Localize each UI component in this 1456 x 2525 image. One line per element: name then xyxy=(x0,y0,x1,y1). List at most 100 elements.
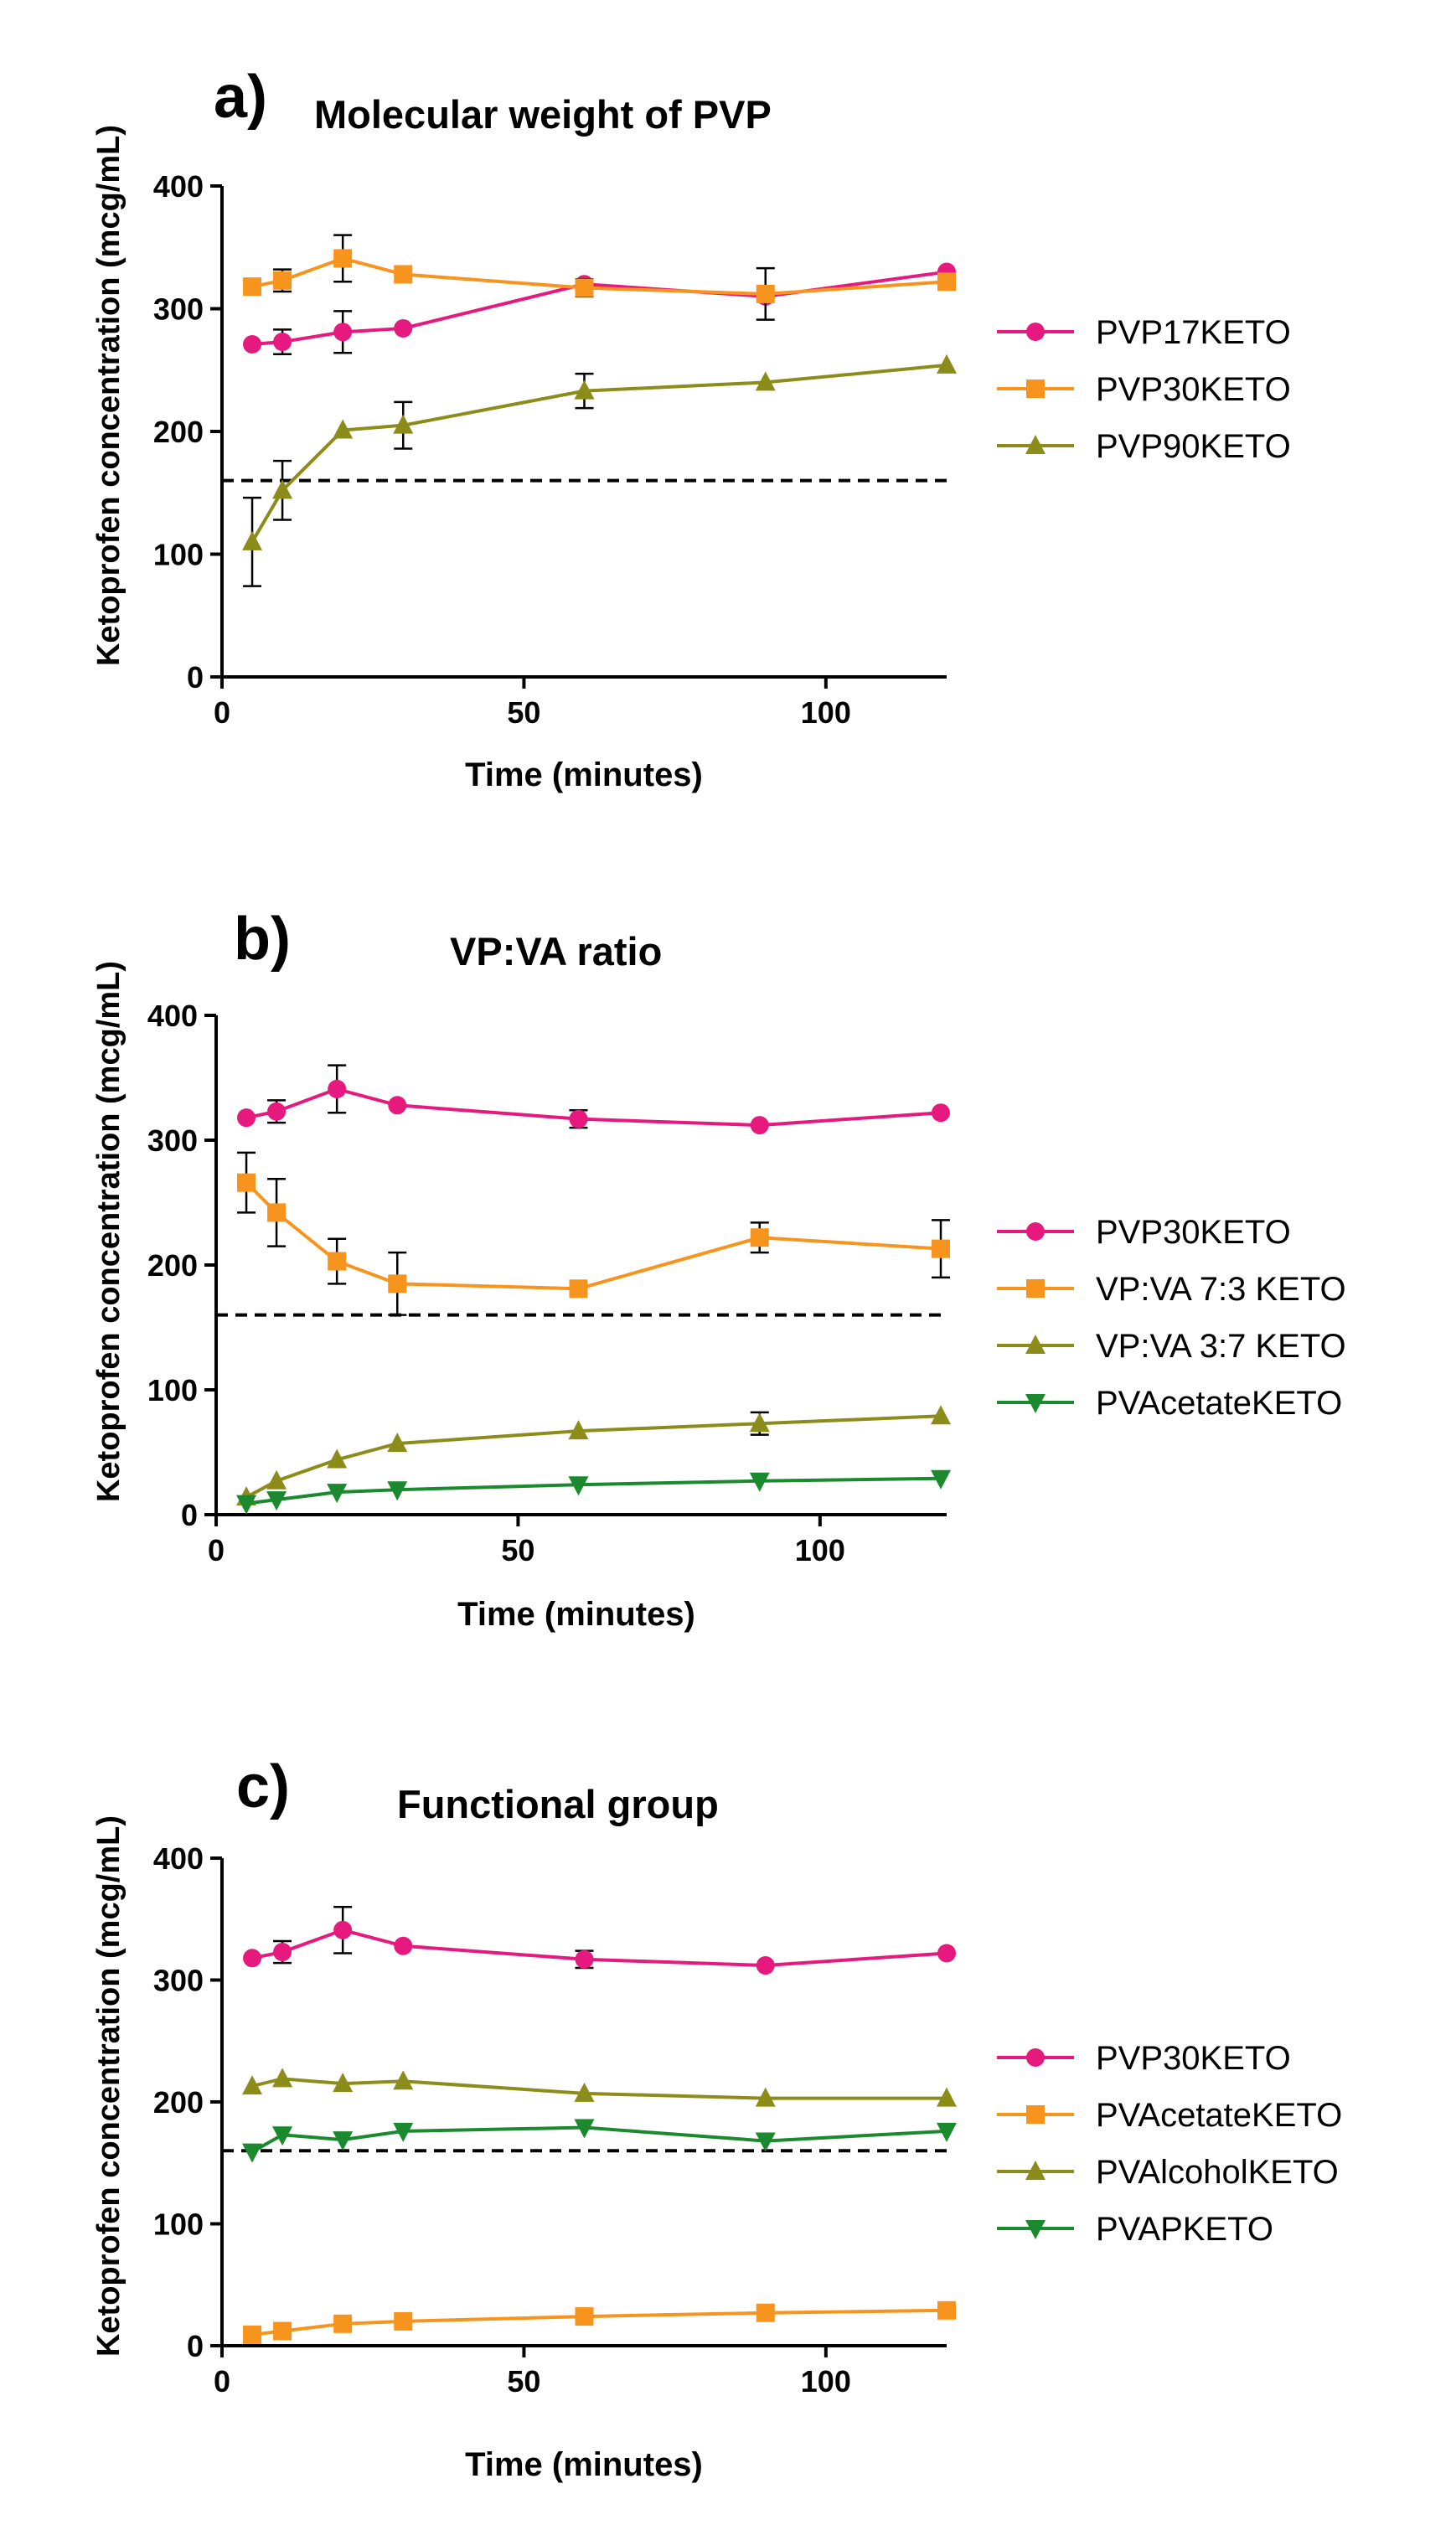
data-point xyxy=(575,2307,594,2326)
series-PVP90KETO xyxy=(242,354,957,587)
data-point xyxy=(394,2311,413,2331)
data-point xyxy=(272,2126,293,2146)
y-tick-label: 100 xyxy=(153,538,204,572)
series-VP:VA 7:3 KETO xyxy=(237,1151,950,1316)
series-PVAPKETO xyxy=(242,2119,957,2163)
plot-area xyxy=(222,234,957,587)
data-point xyxy=(756,2303,775,2322)
data-point xyxy=(937,2122,957,2142)
data-point xyxy=(387,1433,408,1453)
y-tick-label: 0 xyxy=(181,1498,198,1532)
data-point xyxy=(273,271,292,290)
data-point xyxy=(568,1420,589,1440)
y-tick-label: 300 xyxy=(153,1964,204,1998)
legend-marker xyxy=(1025,435,1046,454)
legend-label: PVP30KETO xyxy=(1096,1214,1291,1251)
data-point xyxy=(755,2132,776,2152)
data-point xyxy=(236,1495,257,1515)
legend-item: PVAcetateKETO xyxy=(997,1385,1342,1422)
axes: 0 100 200 300 400 0 50 100 xyxy=(153,1841,947,2398)
data-point xyxy=(756,284,775,303)
legend-label: PVAlcoholKETO xyxy=(1096,2154,1339,2191)
series-PVP30KETO xyxy=(237,1064,950,1135)
data-point xyxy=(273,1943,292,1962)
legend-marker xyxy=(1026,1279,1045,1298)
legend-label: PVAcetateKETO xyxy=(1096,2097,1342,2134)
data-point xyxy=(937,1944,956,1963)
data-point xyxy=(755,371,776,391)
data-point xyxy=(388,1274,407,1293)
x-tick-label: 100 xyxy=(801,695,851,730)
legend-label: PVP30KETO xyxy=(1096,2040,1291,2077)
y-axis-label: Ketoprofen concentration (mcg/mL) xyxy=(91,961,126,1502)
legend-item: PVAlcoholKETO xyxy=(997,2154,1339,2191)
y-axis-label: Ketoprofen concentration (mcg/mL) xyxy=(91,1815,126,2357)
data-point xyxy=(273,2321,292,2341)
data-point xyxy=(333,2131,354,2151)
series-PVP30KETO xyxy=(243,1905,956,1975)
data-point xyxy=(328,1252,347,1271)
data-point xyxy=(272,479,293,499)
legend-marker xyxy=(1025,2220,1046,2239)
x-tick-label: 0 xyxy=(208,1533,225,1567)
data-point xyxy=(333,1920,353,1939)
legend-item: PVP30KETO xyxy=(997,1214,1291,1251)
data-point xyxy=(242,2075,263,2095)
legend-label: PVAcetateKETO xyxy=(1096,1385,1342,1422)
data-point xyxy=(569,1279,588,1299)
data-point xyxy=(242,2143,263,2163)
data-point xyxy=(394,318,413,338)
legend-label: VP:VA 3:7 KETO xyxy=(1096,1328,1346,1365)
legend-item: VP:VA 7:3 KETO xyxy=(997,1271,1346,1308)
data-point xyxy=(243,1949,262,1968)
data-point xyxy=(237,1108,256,1128)
data-point xyxy=(328,1079,347,1098)
data-point xyxy=(327,1448,348,1469)
plot-area xyxy=(216,1064,951,1515)
data-point xyxy=(267,1102,287,1121)
data-point xyxy=(333,2314,353,2333)
data-point xyxy=(756,1956,775,1975)
legend: PVP30KETO PVAcetateKETO PVAlcoholKETO PVAPK… xyxy=(997,2040,1342,2248)
x-axis-label: Time (minutes) xyxy=(465,2446,703,2483)
y-tick-label: 200 xyxy=(147,1248,198,1283)
data-point xyxy=(272,2068,293,2088)
legend-label: VP:VA 7:3 KETO xyxy=(1096,1271,1346,1308)
data-point xyxy=(569,1109,588,1128)
legend-item: VP:VA 3:7 KETO xyxy=(997,1328,1346,1365)
x-axis-label: Time (minutes) xyxy=(457,1596,695,1633)
data-point xyxy=(273,333,292,352)
data-point xyxy=(237,1173,256,1192)
legend: PVP17KETO PVP30KETO PVP90KETO xyxy=(997,314,1291,465)
legend-label: PVAPKETO xyxy=(1096,2211,1273,2248)
y-tick-label: 0 xyxy=(187,660,204,695)
x-tick-label: 0 xyxy=(214,695,230,730)
panel-label: c) xyxy=(236,1753,290,1820)
series-PVAlcoholKETO xyxy=(242,2068,957,2107)
legend-item: PVP30KETO xyxy=(997,371,1291,408)
y-tick-label: 200 xyxy=(153,415,204,449)
legend-marker xyxy=(1026,380,1045,398)
x-tick-label: 0 xyxy=(214,2364,230,2398)
data-point xyxy=(243,277,262,297)
data-point xyxy=(750,1116,769,1135)
data-point xyxy=(333,323,353,342)
data-point xyxy=(931,1469,951,1490)
panel-label: b) xyxy=(234,906,291,973)
data-point xyxy=(266,1469,287,1490)
data-point xyxy=(393,2122,414,2142)
data-point xyxy=(388,1096,407,1115)
data-point xyxy=(333,2073,354,2093)
chart-panel-b: b) VP:VA ratio Ketoprofen concentration … xyxy=(91,906,1346,1633)
data-point xyxy=(394,1936,413,1955)
data-point xyxy=(932,1239,950,1258)
y-tick-label: 100 xyxy=(153,2207,204,2242)
y-tick-label: 0 xyxy=(187,2329,204,2363)
data-point xyxy=(333,249,353,268)
data-point xyxy=(393,414,414,434)
data-point xyxy=(749,1412,770,1433)
data-point xyxy=(575,1949,594,1969)
legend-item: PVP90KETO xyxy=(997,428,1291,465)
legend-label: PVP30KETO xyxy=(1096,371,1291,408)
